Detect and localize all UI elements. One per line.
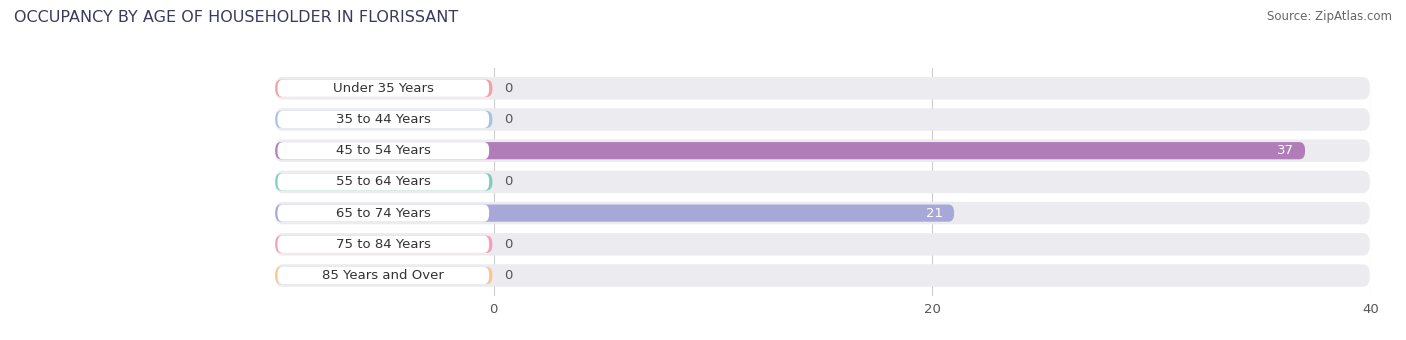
Text: Under 35 Years: Under 35 Years (333, 82, 433, 95)
Text: 0: 0 (505, 113, 513, 126)
FancyBboxPatch shape (276, 139, 1369, 162)
FancyBboxPatch shape (276, 111, 492, 128)
FancyBboxPatch shape (276, 264, 1369, 287)
FancyBboxPatch shape (277, 173, 489, 190)
FancyBboxPatch shape (277, 142, 489, 159)
Text: 45 to 54 Years: 45 to 54 Years (336, 144, 430, 157)
FancyBboxPatch shape (276, 233, 1369, 256)
Text: 85 Years and Over: 85 Years and Over (322, 269, 444, 282)
Text: OCCUPANCY BY AGE OF HOUSEHOLDER IN FLORISSANT: OCCUPANCY BY AGE OF HOUSEHOLDER IN FLORI… (14, 10, 458, 25)
FancyBboxPatch shape (276, 173, 492, 190)
FancyBboxPatch shape (277, 236, 489, 253)
FancyBboxPatch shape (276, 267, 492, 284)
Text: Source: ZipAtlas.com: Source: ZipAtlas.com (1267, 10, 1392, 23)
FancyBboxPatch shape (276, 142, 1305, 159)
FancyBboxPatch shape (276, 236, 492, 253)
FancyBboxPatch shape (276, 202, 1369, 224)
FancyBboxPatch shape (277, 111, 489, 128)
Text: 0: 0 (505, 82, 513, 95)
FancyBboxPatch shape (276, 171, 1369, 193)
FancyBboxPatch shape (276, 205, 955, 222)
FancyBboxPatch shape (276, 80, 492, 97)
FancyBboxPatch shape (277, 205, 489, 222)
Text: 0: 0 (505, 238, 513, 251)
Text: 35 to 44 Years: 35 to 44 Years (336, 113, 430, 126)
Text: 21: 21 (927, 207, 943, 220)
Text: 55 to 64 Years: 55 to 64 Years (336, 175, 430, 188)
FancyBboxPatch shape (277, 80, 489, 97)
Text: 0: 0 (505, 175, 513, 188)
Text: 65 to 74 Years: 65 to 74 Years (336, 207, 430, 220)
Text: 0: 0 (505, 269, 513, 282)
Text: 75 to 84 Years: 75 to 84 Years (336, 238, 430, 251)
FancyBboxPatch shape (276, 108, 1369, 131)
FancyBboxPatch shape (277, 267, 489, 284)
FancyBboxPatch shape (276, 77, 1369, 100)
Text: 37: 37 (1277, 144, 1294, 157)
